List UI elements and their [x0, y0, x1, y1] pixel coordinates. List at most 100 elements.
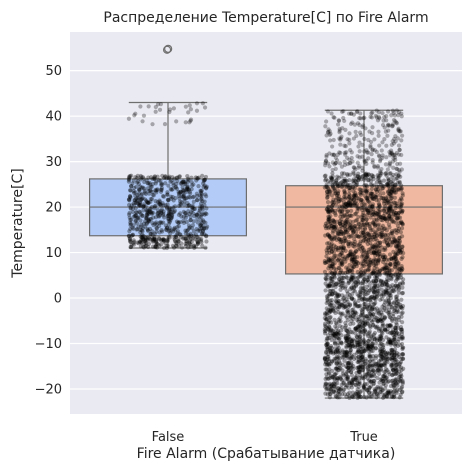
strip-point [332, 138, 336, 142]
strip-point [380, 235, 384, 239]
strip-point [331, 115, 335, 119]
strip-point [378, 269, 382, 273]
strip-point [388, 172, 392, 176]
strip-point [163, 122, 167, 126]
strip-point [334, 213, 338, 217]
strip-point [349, 213, 353, 217]
strip-point [330, 271, 334, 275]
strip-point [355, 255, 359, 259]
strip-point [132, 178, 136, 182]
strip-point [394, 297, 398, 301]
strip-point [161, 194, 165, 198]
strip-point [370, 286, 374, 290]
strip-point [339, 136, 343, 140]
strip-point [204, 226, 208, 230]
strip-point [384, 155, 388, 159]
strip-point [367, 390, 371, 394]
strip-point [347, 141, 351, 145]
strip-point [374, 217, 378, 221]
strip-point [366, 339, 370, 343]
strip-point [375, 184, 379, 188]
strip-point [358, 155, 362, 159]
strip-point [345, 365, 349, 369]
strip-point [400, 209, 404, 213]
strip-point [200, 174, 204, 178]
strip-point [351, 395, 355, 399]
strip-point [165, 192, 169, 196]
strip-point [391, 122, 395, 126]
strip-point [357, 296, 361, 300]
strip-point [368, 395, 372, 399]
strip-point [184, 244, 188, 248]
strip-point [336, 208, 340, 212]
strip-point [342, 388, 346, 392]
strip-point [324, 281, 328, 285]
strip-point [201, 101, 205, 105]
strip-point [336, 336, 340, 340]
strip-point [333, 357, 337, 361]
strip-point [189, 117, 193, 121]
strip-point [331, 390, 335, 394]
strip-point [371, 305, 375, 309]
strip-point [330, 382, 334, 386]
strip-point [383, 386, 387, 390]
strip-point [141, 214, 145, 218]
strip-point [327, 164, 331, 168]
strip-point [325, 363, 329, 367]
strip-point [360, 264, 364, 268]
strip-point [154, 110, 158, 114]
strip-point [354, 383, 358, 387]
strip-point [376, 319, 380, 323]
strip-point [374, 249, 378, 253]
strip-point [334, 395, 338, 399]
strip-point [347, 178, 351, 182]
strip-point [371, 160, 375, 164]
strip-point [381, 338, 385, 342]
strip-point [333, 276, 337, 280]
strip-point [197, 211, 201, 215]
strip-point [397, 180, 401, 184]
strip-point [159, 228, 163, 232]
strip-point [362, 214, 366, 218]
strip-point [378, 189, 382, 193]
strip-point [184, 105, 188, 109]
strip-point [332, 267, 336, 271]
strip-point [333, 261, 337, 265]
strip-point [333, 283, 337, 287]
strip-point [370, 187, 374, 191]
strip-point [204, 234, 208, 238]
strip-point [387, 312, 391, 316]
strip-point [148, 227, 152, 231]
strip-point [329, 247, 333, 251]
strip-point [336, 122, 340, 126]
strip-point [345, 173, 349, 177]
strip-point [129, 174, 133, 178]
strip-point [362, 277, 366, 281]
strip-point [195, 101, 199, 105]
strip-point [336, 184, 340, 188]
strip-point [388, 208, 392, 212]
strip-point [385, 359, 389, 363]
strip-point [204, 186, 208, 190]
strip-point [336, 191, 340, 195]
strip-point [334, 198, 338, 202]
strip-point [374, 262, 378, 266]
strip-point [372, 374, 376, 378]
strip-point [347, 390, 351, 394]
strip-point [192, 246, 196, 250]
strip-point [127, 178, 131, 182]
strip-point [326, 195, 330, 199]
strip-point [399, 111, 403, 115]
strip-point [379, 294, 383, 298]
strip-point [330, 177, 334, 181]
strip-point [380, 156, 384, 160]
strip-point [385, 201, 389, 205]
strip-point [366, 267, 370, 271]
strip-point [336, 153, 340, 157]
strip-point [374, 356, 378, 360]
strip-point [370, 204, 374, 208]
strip-point [325, 376, 329, 380]
strip-point [189, 210, 193, 214]
strip-point [390, 143, 394, 147]
strip-point [346, 311, 350, 315]
